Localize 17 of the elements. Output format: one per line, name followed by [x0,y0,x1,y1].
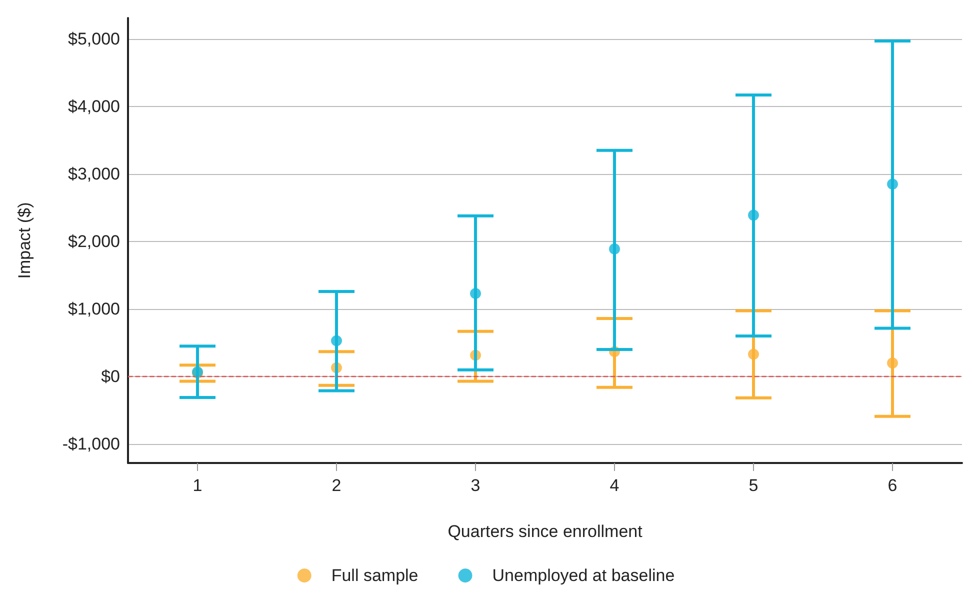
x-tick-label: 1 [192,476,202,495]
y-axis-title: Impact ($) [15,202,34,279]
x-tick-label: 3 [470,476,480,495]
legend-label: Full sample [331,566,418,585]
y-tick-label: $4,000 [68,96,120,116]
x-axis-title: Quarters since enrollment [448,522,643,541]
x-tick-label: 2 [332,476,342,495]
x-tick-label: 5 [748,476,758,495]
legend-label: Unemployed at baseline [492,566,675,585]
y-tick-label: $1,000 [68,300,120,319]
y-tick-label: -$1,000 [62,434,120,454]
y-tick-label: $5,000 [68,29,120,48]
y-tick-label: $3,000 [68,164,120,184]
x-tick-label: 4 [610,476,620,495]
y-tick-label: $2,000 [68,232,120,252]
x-tick-label: 6 [888,476,898,495]
y-tick-label: $0 [101,367,120,386]
